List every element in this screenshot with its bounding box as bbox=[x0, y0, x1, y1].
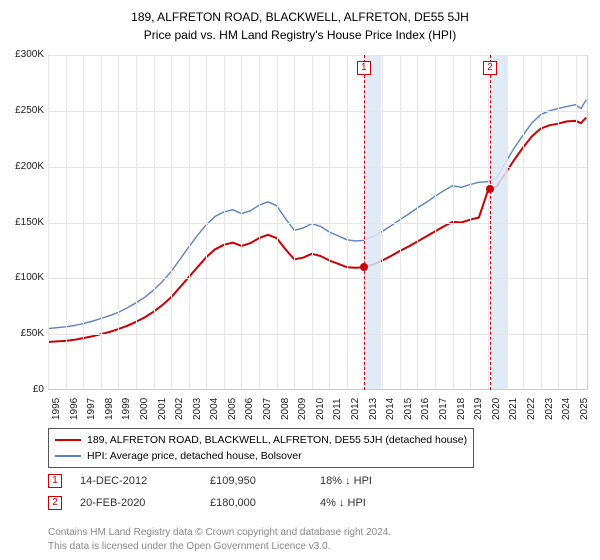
gridline-v bbox=[382, 56, 383, 389]
legend-row: 189, ALFRETON ROAD, BLACKWELL, ALFRETON,… bbox=[55, 432, 467, 448]
y-axis-label: £300K bbox=[4, 49, 44, 60]
gridline-v bbox=[435, 56, 436, 389]
x-axis-label: 2019 bbox=[473, 398, 484, 420]
gridline-v bbox=[329, 56, 330, 389]
gridline-v bbox=[241, 56, 242, 389]
gridline-v bbox=[154, 56, 155, 389]
gridline-v bbox=[400, 56, 401, 389]
y-axis-label: £100K bbox=[4, 272, 44, 283]
gridline-v bbox=[277, 56, 278, 389]
gridline-v bbox=[83, 56, 84, 389]
x-axis-label: 2009 bbox=[297, 398, 308, 420]
y-axis-label: £250K bbox=[4, 105, 44, 116]
x-axis-label: 2008 bbox=[280, 398, 291, 420]
x-axis-label: 1999 bbox=[121, 398, 132, 420]
sale-row: 2 20-FEB-2020£180,0004% ↓ HPI bbox=[48, 496, 366, 510]
gridline-v bbox=[523, 56, 524, 389]
x-axis-label: 1997 bbox=[86, 398, 97, 420]
gridline-v bbox=[488, 56, 489, 389]
x-axis-label: 1998 bbox=[104, 398, 115, 420]
sale-row-num: 1 bbox=[48, 474, 62, 488]
gridline-v bbox=[206, 56, 207, 389]
sale-row-price: £109,950 bbox=[210, 475, 320, 487]
gridline-v bbox=[294, 56, 295, 389]
gridline-v bbox=[171, 56, 172, 389]
sale-row-date: 14-DEC-2012 bbox=[80, 475, 210, 487]
x-axis-label: 2017 bbox=[438, 398, 449, 420]
gridline-v bbox=[347, 56, 348, 389]
sale-vline bbox=[490, 55, 491, 390]
legend-swatch bbox=[55, 439, 81, 441]
x-axis-label: 1996 bbox=[69, 398, 80, 420]
x-axis-label: 2006 bbox=[244, 398, 255, 420]
legend-row: HPI: Average price, detached house, Bols… bbox=[55, 448, 467, 464]
legend-label: HPI: Average price, detached house, Bols… bbox=[87, 450, 302, 462]
gridline-v bbox=[470, 56, 471, 389]
sale-row-price: £180,000 bbox=[210, 497, 320, 509]
x-axis-label: 2018 bbox=[456, 398, 467, 420]
x-axis-label: 2025 bbox=[579, 398, 590, 420]
footnote-line1: Contains HM Land Registry data © Crown c… bbox=[48, 527, 391, 538]
gridline-v bbox=[558, 56, 559, 389]
gridline-v bbox=[312, 56, 313, 389]
legend-box: 189, ALFRETON ROAD, BLACKWELL, ALFRETON,… bbox=[48, 428, 474, 468]
gridline-v bbox=[505, 56, 506, 389]
x-axis-label: 2015 bbox=[403, 398, 414, 420]
x-axis-label: 2022 bbox=[526, 398, 537, 420]
x-axis-label: 2024 bbox=[561, 398, 572, 420]
sale-row: 1 14-DEC-2012£109,95018% ↓ HPI bbox=[48, 474, 372, 488]
sale-vline bbox=[364, 55, 365, 390]
gridline-v bbox=[189, 56, 190, 389]
y-axis-label: £50K bbox=[4, 328, 44, 339]
legend-swatch bbox=[55, 455, 81, 456]
x-axis-label: 2004 bbox=[209, 398, 220, 420]
x-axis-label: 2013 bbox=[368, 398, 379, 420]
gridline-v bbox=[453, 56, 454, 389]
y-axis-label: £200K bbox=[4, 161, 44, 172]
x-axis-label: 2001 bbox=[157, 398, 168, 420]
x-axis-label: 2007 bbox=[262, 398, 273, 420]
x-axis-label: 1995 bbox=[51, 398, 62, 420]
footnote-line2: This data is licensed under the Open Gov… bbox=[48, 541, 330, 552]
x-axis-label: 2005 bbox=[227, 398, 238, 420]
x-axis-label: 2012 bbox=[350, 398, 361, 420]
sale-dot bbox=[360, 263, 368, 271]
gridline-v bbox=[576, 56, 577, 389]
x-axis-label: 2011 bbox=[332, 398, 343, 420]
footnote: Contains HM Land Registry data © Crown c… bbox=[48, 526, 391, 553]
y-axis-label: £0 bbox=[4, 384, 44, 395]
gridline-v bbox=[101, 56, 102, 389]
gridline-v bbox=[66, 56, 67, 389]
gridline-v bbox=[224, 56, 225, 389]
x-axis-label: 2016 bbox=[420, 398, 431, 420]
gridline-v bbox=[136, 56, 137, 389]
gridline-v bbox=[541, 56, 542, 389]
sale-row-delta: 18% ↓ HPI bbox=[320, 475, 372, 487]
sale-row-date: 20-FEB-2020 bbox=[80, 497, 210, 509]
gridline-v bbox=[259, 56, 260, 389]
sale-dot bbox=[486, 185, 494, 193]
x-axis-label: 2014 bbox=[385, 398, 396, 420]
gridline-v bbox=[417, 56, 418, 389]
x-axis-label: 2000 bbox=[139, 398, 150, 420]
gridline-v bbox=[118, 56, 119, 389]
x-axis-label: 2023 bbox=[544, 398, 555, 420]
gridline-v bbox=[365, 56, 366, 389]
x-axis-label: 2002 bbox=[174, 398, 185, 420]
sale-row-num: 2 bbox=[48, 496, 62, 510]
y-axis-label: £150K bbox=[4, 217, 44, 228]
sale-marker: 2 bbox=[483, 61, 497, 75]
x-axis-label: 2010 bbox=[315, 398, 326, 420]
x-axis-label: 2021 bbox=[508, 398, 519, 420]
legend-label: 189, ALFRETON ROAD, BLACKWELL, ALFRETON,… bbox=[87, 434, 467, 446]
gridline-v bbox=[48, 56, 49, 389]
x-axis-label: 2003 bbox=[192, 398, 203, 420]
sale-row-delta: 4% ↓ HPI bbox=[320, 497, 366, 509]
x-axis-label: 2020 bbox=[491, 398, 502, 420]
sale-marker: 1 bbox=[357, 61, 371, 75]
